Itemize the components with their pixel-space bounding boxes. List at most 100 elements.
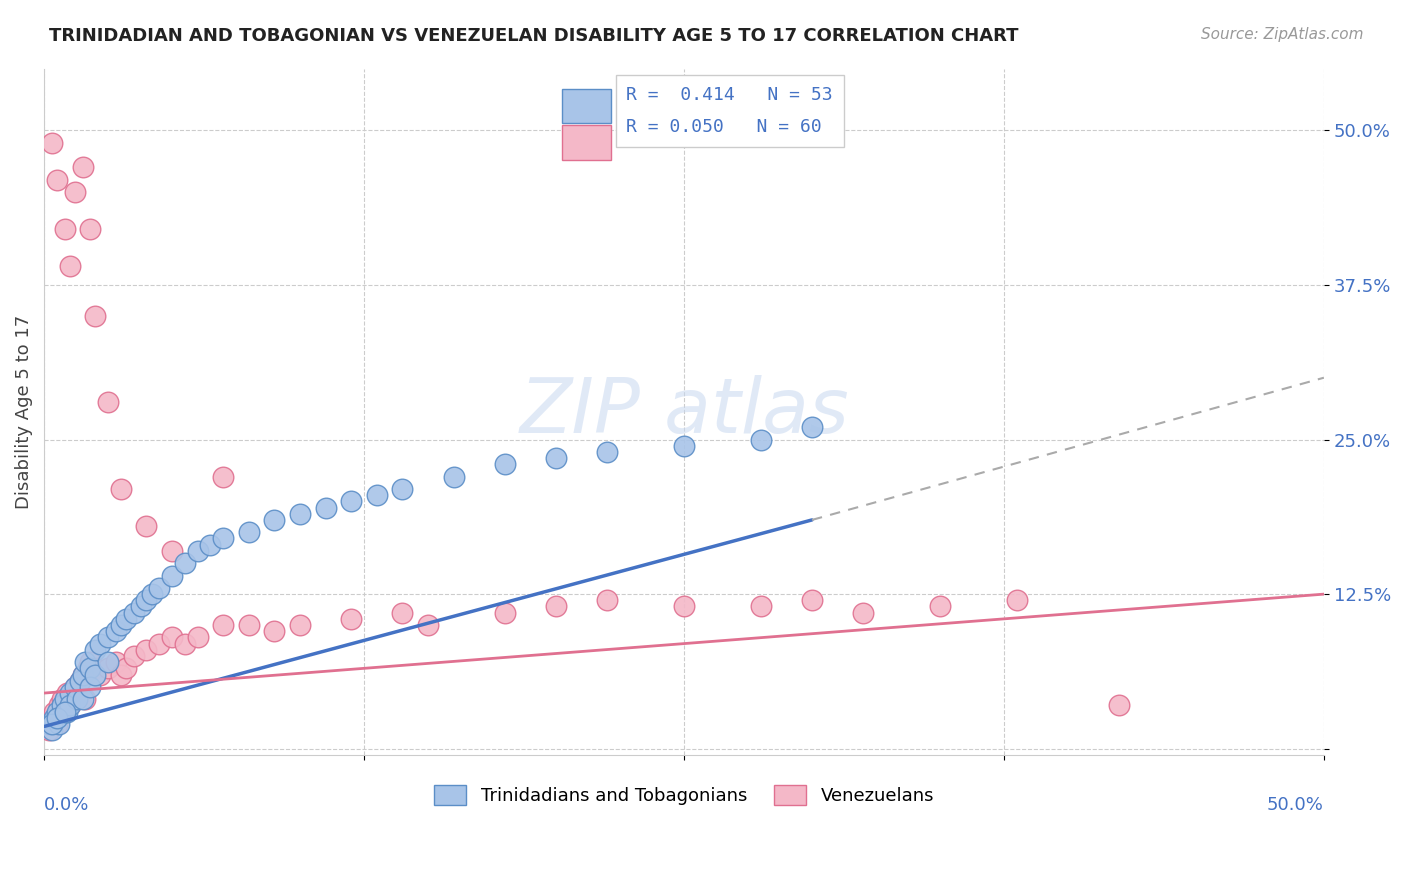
Point: [1108, 698, 1130, 713]
Point: [63, 185, 86, 199]
Point: [263, 513, 285, 527]
Point: [212, 618, 235, 632]
Point: [84, 642, 107, 657]
Point: [672, 439, 695, 453]
Point: [60, 692, 83, 706]
Point: [135, 642, 157, 657]
Point: [160, 544, 183, 558]
Point: [45, 705, 67, 719]
Point: [35, 717, 58, 731]
Point: [122, 606, 145, 620]
Point: [97, 655, 120, 669]
Point: [135, 593, 157, 607]
Point: [56, 705, 79, 719]
Point: [596, 445, 619, 459]
Point: [672, 599, 695, 614]
Text: TRINIDADIAN AND TOBAGONIAN VS VENEZUELAN DISABILITY AGE 5 TO 17 CORRELATION CHAR: TRINIDADIAN AND TOBAGONIAN VS VENEZUELAN…: [49, 27, 1019, 45]
Point: [187, 631, 209, 645]
Point: [56, 686, 79, 700]
Point: [544, 599, 567, 614]
Point: [929, 599, 952, 614]
Point: [131, 599, 153, 614]
Point: [110, 667, 132, 681]
Point: [801, 593, 824, 607]
Text: 50.0%: 50.0%: [1267, 796, 1324, 814]
Point: [97, 661, 120, 675]
Point: [72, 667, 94, 681]
Point: [263, 624, 285, 639]
Point: [66, 692, 89, 706]
Point: [110, 482, 132, 496]
Text: Source: ZipAtlas.com: Source: ZipAtlas.com: [1201, 27, 1364, 42]
Point: [315, 500, 337, 515]
Point: [41, 717, 63, 731]
Point: [84, 309, 107, 323]
Point: [63, 680, 86, 694]
Point: [53, 692, 76, 706]
Point: [84, 667, 107, 681]
Point: [160, 631, 183, 645]
Point: [135, 519, 157, 533]
Point: [75, 692, 97, 706]
Point: [391, 482, 413, 496]
Point: [53, 222, 76, 236]
Point: [72, 692, 94, 706]
Point: [97, 395, 120, 409]
Point: [1005, 593, 1028, 607]
Point: [391, 606, 413, 620]
Point: [340, 612, 363, 626]
Point: [749, 433, 772, 447]
Point: [38, 723, 60, 738]
Point: [41, 723, 63, 738]
Point: [84, 661, 107, 675]
Point: [852, 606, 875, 620]
Point: [63, 680, 86, 694]
Point: [59, 698, 82, 713]
Point: [212, 469, 235, 483]
Point: [59, 260, 82, 274]
Point: [38, 717, 60, 731]
Point: [72, 161, 94, 175]
Point: [115, 661, 138, 675]
Point: [75, 655, 97, 669]
Point: [749, 599, 772, 614]
Point: [69, 673, 91, 688]
Point: [51, 698, 73, 713]
Point: [45, 717, 67, 731]
Point: [148, 581, 170, 595]
Point: [238, 618, 260, 632]
Point: [160, 568, 183, 582]
Point: [288, 618, 311, 632]
Point: [41, 711, 63, 725]
Point: [79, 680, 101, 694]
Point: [72, 667, 94, 681]
Point: [238, 525, 260, 540]
Point: [110, 618, 132, 632]
Point: [187, 544, 209, 558]
Point: [48, 717, 70, 731]
Point: [69, 673, 91, 688]
Point: [79, 222, 101, 236]
FancyBboxPatch shape: [562, 89, 612, 123]
Point: [443, 469, 465, 483]
Point: [494, 606, 516, 620]
Point: [59, 686, 82, 700]
Point: [44, 705, 66, 719]
Point: [141, 587, 163, 601]
Point: [79, 655, 101, 669]
Point: [59, 698, 82, 713]
Legend: Trinidadians and Tobagonians, Venezuelans: Trinidadians and Tobagonians, Venezuelan…: [425, 776, 943, 814]
Text: ZIP atlas: ZIP atlas: [519, 375, 849, 449]
Point: [148, 637, 170, 651]
Point: [596, 593, 619, 607]
Point: [366, 488, 388, 502]
Point: [79, 661, 101, 675]
Y-axis label: Disability Age 5 to 17: Disability Age 5 to 17: [15, 315, 32, 508]
Point: [53, 705, 76, 719]
Point: [340, 494, 363, 508]
Point: [89, 637, 111, 651]
FancyBboxPatch shape: [562, 126, 612, 160]
Point: [544, 451, 567, 466]
Point: [66, 692, 89, 706]
Point: [44, 711, 66, 725]
